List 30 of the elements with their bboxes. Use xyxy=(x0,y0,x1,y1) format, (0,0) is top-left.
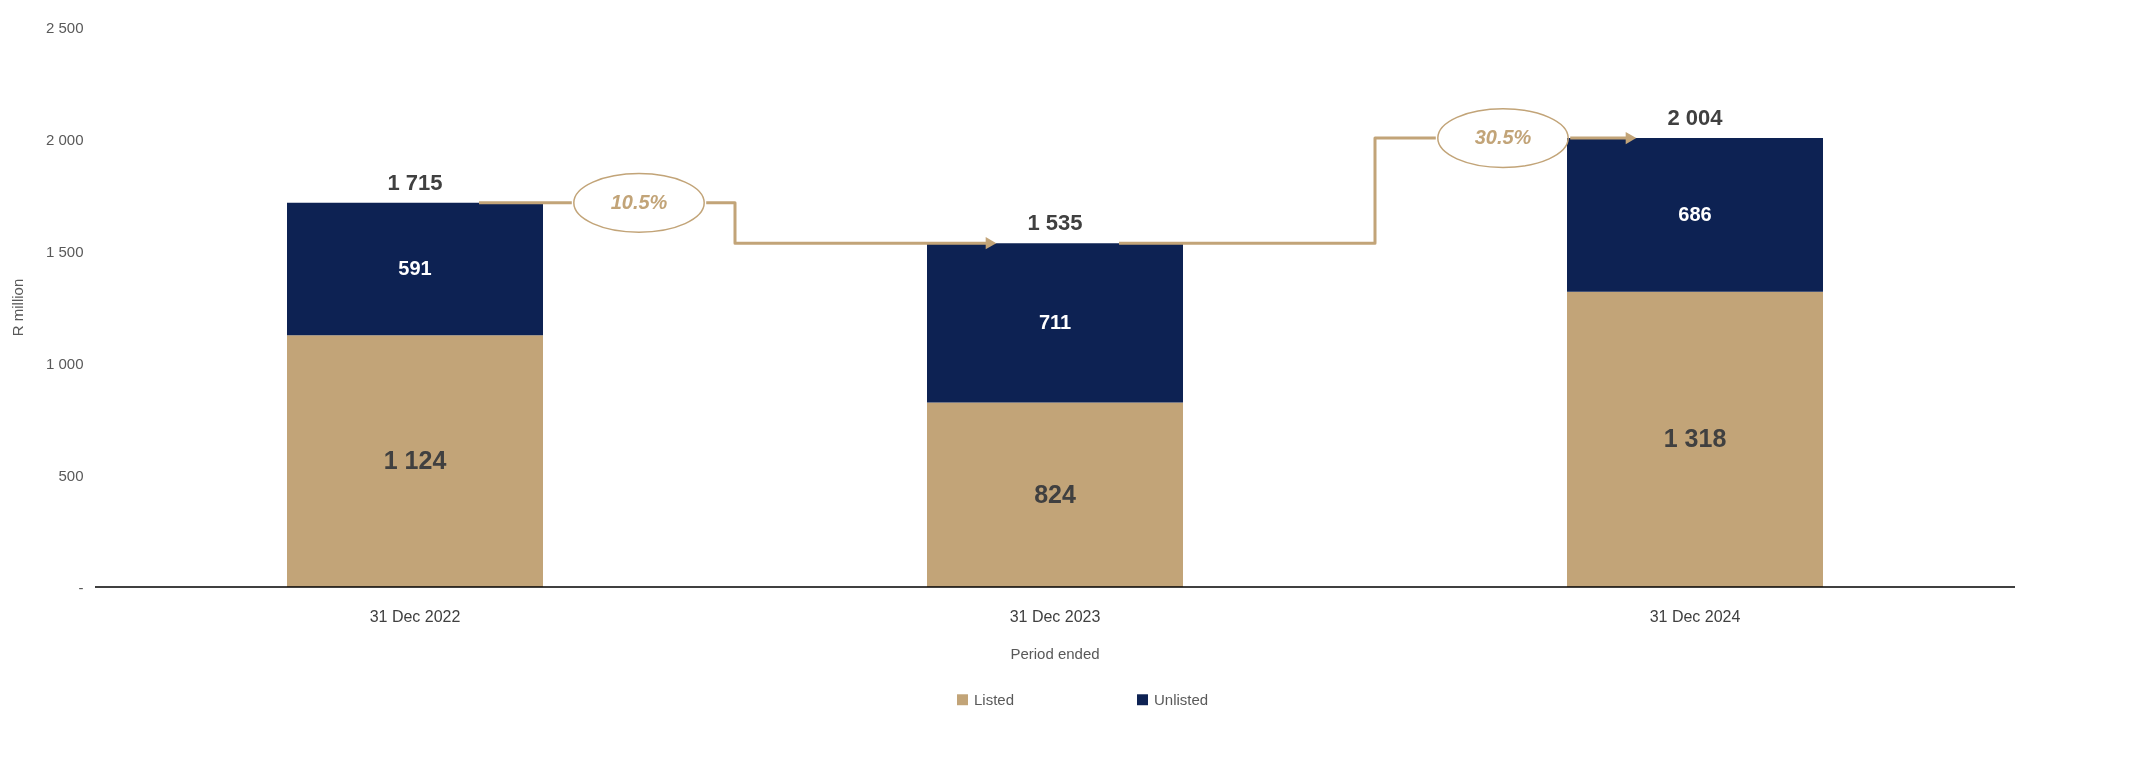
bar xyxy=(1567,138,1823,292)
text: 591 xyxy=(398,257,432,280)
legend-label: Listed xyxy=(974,690,1015,708)
text: 824 xyxy=(1034,479,1076,508)
annotation: 10.5% xyxy=(610,190,668,213)
y-tick-label: - xyxy=(78,578,84,596)
x-axis-title: Period ended xyxy=(1010,645,1100,662)
bar xyxy=(927,243,1183,403)
annotation: 30.5% xyxy=(1474,126,1532,149)
y-axis-title: R million xyxy=(8,278,26,337)
text: 711 xyxy=(1038,310,1072,333)
x-tick-label: 31 Dec 2024 xyxy=(1649,608,1741,625)
bar xyxy=(287,335,543,587)
y-tick-label: 1 000 xyxy=(45,354,84,372)
y-tick-label: 2 500 xyxy=(45,18,84,36)
x-tick-label: 31 Dec 2022 xyxy=(369,608,461,625)
text: 1 318 xyxy=(1663,424,1727,453)
y-tick-label: 2 000 xyxy=(45,130,84,148)
y-tick-label: 1 500 xyxy=(45,242,84,260)
legend-label: Unlisted xyxy=(1154,690,1209,708)
text: 686 xyxy=(1678,202,1712,225)
total-label: 1 715 xyxy=(387,169,443,195)
bar xyxy=(287,202,543,336)
y-tick-label: 500 xyxy=(58,466,84,484)
text: 1 124 xyxy=(383,446,447,475)
bar xyxy=(1567,291,1823,587)
total-label: 1 535 xyxy=(1027,210,1083,236)
total-label: 2 004 xyxy=(1667,105,1724,131)
x-tick-label: 31 Dec 2023 xyxy=(1009,608,1101,625)
bar xyxy=(927,402,1183,587)
